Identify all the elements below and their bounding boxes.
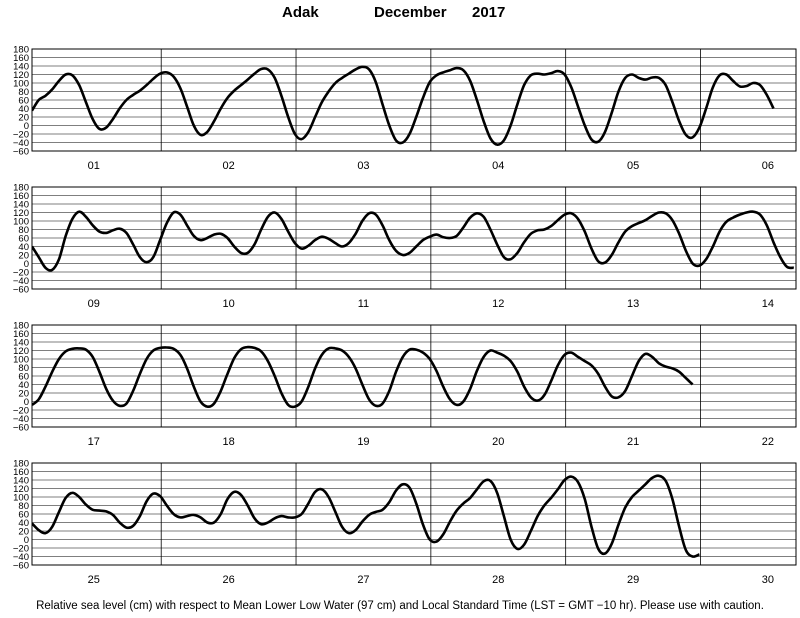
y-tick-label: 40 bbox=[18, 104, 29, 115]
plot-frame bbox=[31, 462, 797, 566]
y-tick-label: −20 bbox=[13, 544, 29, 555]
y-tick-label: 0 bbox=[24, 121, 29, 132]
y-tick-label: 60 bbox=[18, 510, 29, 521]
y-tick-label: 80 bbox=[18, 501, 29, 512]
footnote: Relative sea level (cm) with respect to … bbox=[36, 600, 764, 612]
y-tick-label: 180 bbox=[13, 321, 29, 332]
y-tick-label: 160 bbox=[13, 53, 29, 64]
y-tick-label: 80 bbox=[18, 225, 29, 236]
y-tick-label: −40 bbox=[13, 276, 29, 287]
day-label: 30 bbox=[762, 574, 774, 586]
y-tick-label: 120 bbox=[13, 484, 29, 495]
y-tick-label: −20 bbox=[13, 406, 29, 417]
y-tick-label: 180 bbox=[13, 183, 29, 194]
y-tick-label: 100 bbox=[13, 79, 29, 90]
y-tick-label: 100 bbox=[13, 493, 29, 504]
y-tick-label: −20 bbox=[13, 268, 29, 279]
day-label: 22 bbox=[762, 436, 774, 448]
y-tick-label: 20 bbox=[18, 389, 29, 400]
y-tick-label: −20 bbox=[13, 130, 29, 141]
y-tick-label: 60 bbox=[18, 372, 29, 383]
y-tick-label: 0 bbox=[24, 259, 29, 270]
y-tick-label: 40 bbox=[18, 518, 29, 529]
day-label: 26 bbox=[222, 574, 234, 586]
y-tick-label: 120 bbox=[13, 208, 29, 219]
y-tick-label: 120 bbox=[13, 70, 29, 81]
y-tick-label: 20 bbox=[18, 113, 29, 124]
y-tick-label: 80 bbox=[18, 363, 29, 374]
day-label: 05 bbox=[627, 160, 639, 172]
day-label: 14 bbox=[762, 298, 774, 310]
y-tick-label: 20 bbox=[18, 251, 29, 262]
day-label: 20 bbox=[492, 436, 504, 448]
day-label: 10 bbox=[222, 298, 234, 310]
day-label: 28 bbox=[492, 574, 504, 586]
day-label: 19 bbox=[357, 436, 369, 448]
y-tick-label: 60 bbox=[18, 96, 29, 107]
tide-curve bbox=[32, 345, 694, 409]
y-tick-label: 180 bbox=[13, 45, 29, 56]
y-tick-label: 100 bbox=[13, 217, 29, 228]
y-tick-label: −40 bbox=[13, 414, 29, 425]
y-tick-label: 160 bbox=[13, 191, 29, 202]
y-tick-label: 40 bbox=[18, 242, 29, 253]
day-label: 13 bbox=[627, 298, 639, 310]
y-tick-label: −60 bbox=[13, 561, 29, 572]
y-tick-label: 0 bbox=[24, 397, 29, 408]
chart-title: Adak December 2017 bbox=[0, 4, 800, 26]
y-tick-label: 40 bbox=[18, 380, 29, 391]
tide-curve bbox=[32, 474, 700, 558]
y-tick-label: 60 bbox=[18, 234, 29, 245]
y-tick-label: 160 bbox=[13, 467, 29, 478]
y-tick-label: 20 bbox=[18, 527, 29, 538]
year-title: 2017 bbox=[472, 4, 506, 21]
y-tick-label: 160 bbox=[13, 329, 29, 340]
y-tick-label: 80 bbox=[18, 87, 29, 98]
plot-frame bbox=[31, 186, 797, 290]
y-tick-label: 140 bbox=[13, 476, 29, 487]
tide-curve bbox=[32, 210, 795, 272]
y-tick-label: 0 bbox=[24, 535, 29, 546]
day-label: 21 bbox=[627, 436, 639, 448]
y-tick-label: 140 bbox=[13, 62, 29, 73]
day-label: 29 bbox=[627, 574, 639, 586]
y-tick-label: −40 bbox=[13, 552, 29, 563]
y-tick-label: 140 bbox=[13, 200, 29, 211]
y-tick-label: −40 bbox=[13, 138, 29, 149]
tide-curve bbox=[32, 65, 775, 146]
day-label: 12 bbox=[492, 298, 504, 310]
month-title: December bbox=[374, 4, 447, 21]
y-tick-label: −60 bbox=[13, 285, 29, 296]
day-label: 18 bbox=[222, 436, 234, 448]
location-title: Adak bbox=[282, 4, 319, 21]
y-tick-label: −60 bbox=[13, 423, 29, 434]
day-label: 04 bbox=[492, 160, 504, 172]
y-tick-label: 120 bbox=[13, 346, 29, 357]
y-tick-label: 180 bbox=[13, 459, 29, 470]
day-label: 25 bbox=[88, 574, 100, 586]
day-label: 09 bbox=[88, 298, 100, 310]
plot-frame bbox=[31, 48, 797, 152]
day-label: 03 bbox=[357, 160, 369, 172]
day-label: 06 bbox=[762, 160, 774, 172]
plot-frame bbox=[31, 324, 797, 428]
day-label: 11 bbox=[358, 298, 369, 310]
y-tick-label: 140 bbox=[13, 338, 29, 349]
day-label: 17 bbox=[88, 436, 100, 448]
y-tick-label: −60 bbox=[13, 147, 29, 158]
day-label: 02 bbox=[222, 160, 234, 172]
day-label: 01 bbox=[88, 160, 100, 172]
y-tick-label: 100 bbox=[13, 355, 29, 366]
day-label: 27 bbox=[357, 574, 369, 586]
